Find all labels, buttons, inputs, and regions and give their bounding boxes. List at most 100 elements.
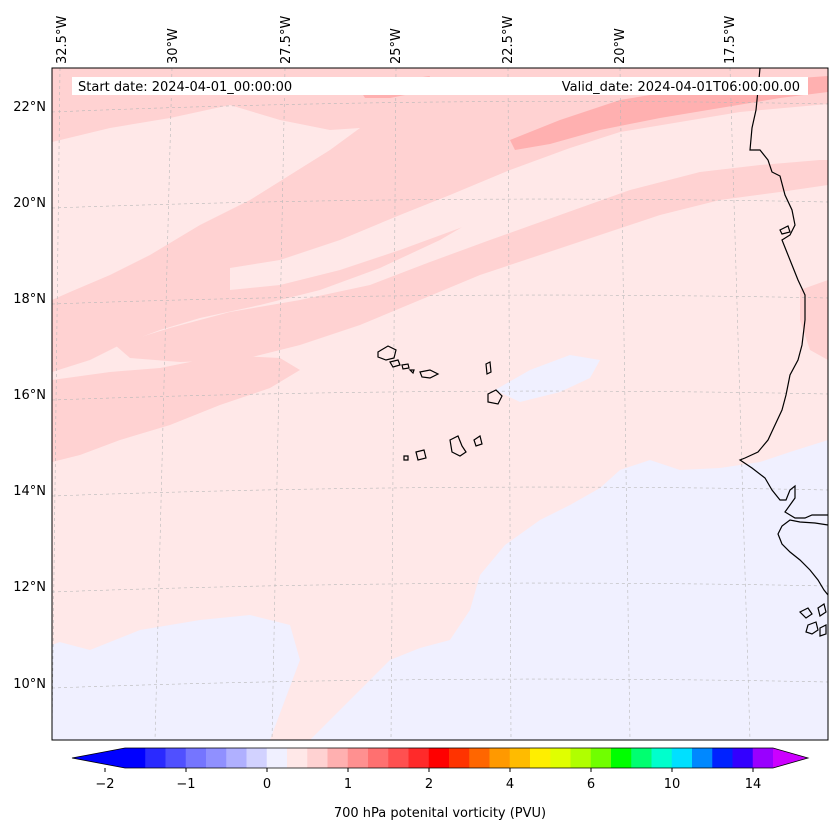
colorbar-segment: [408, 748, 430, 768]
colorbar-segment: [449, 748, 470, 768]
pv-low-region: [740, 530, 828, 620]
graticule: [51, 67, 829, 741]
colorbar-tick-label: 10: [664, 777, 681, 792]
lat-label: 14°N: [13, 484, 46, 499]
lat-label: 18°N: [13, 292, 46, 307]
colorbar-segment: [489, 748, 511, 768]
colorbar-segment: [570, 748, 592, 768]
colorbar-segment: [347, 748, 369, 768]
pv-band-light: [52, 105, 360, 300]
lat-label: 10°N: [13, 677, 46, 692]
lon-label: 22.5°W: [501, 16, 516, 64]
colorbar-segment: [590, 748, 612, 768]
africa-coast-south: [777, 519, 829, 596]
lat-labels: 22°N 20°N 18°N 16°N 14°N 12°N 10°N: [13, 100, 46, 692]
colorbar-tick-label: 4: [506, 777, 514, 792]
island: [419, 369, 440, 379]
island: [449, 435, 467, 457]
island: [403, 455, 409, 461]
colorbar-segment: [307, 748, 328, 768]
map-frame: [51, 67, 829, 741]
pv-band: [52, 356, 300, 462]
lon-label: 17.5°W: [723, 16, 738, 64]
lat-label: 22°N: [13, 100, 46, 115]
island: [487, 389, 503, 405]
colorbar-segment: [368, 748, 389, 768]
colorbar-tick-labels: −2 −1 0 1 2 4 6 10 14: [95, 777, 761, 792]
colorbar-tick-label: −1: [176, 777, 195, 792]
colorbar-label: 700 hPa potenital vorticity (PVU): [333, 806, 547, 821]
coast-detail: [798, 607, 813, 619]
lat-label: 20°N: [13, 196, 46, 211]
colorbar-under-arrow: [72, 748, 125, 768]
colorbar-segment: [145, 748, 166, 768]
coastline: [738, 67, 829, 637]
colorbar-segment: [388, 748, 409, 768]
colorbar-tick-label: 2: [425, 777, 433, 792]
pv-band: [800, 280, 828, 360]
colorbar-segment: [327, 748, 349, 768]
colorbar-tick-label: 14: [745, 777, 762, 792]
pv-low-region: [310, 440, 828, 740]
colorbar-segment: [226, 748, 247, 768]
coast-detail: [819, 624, 827, 637]
colorbar-segment: [651, 748, 673, 768]
start-date: Start date: 2024-04-01_00:00:00: [78, 80, 292, 95]
lon-label: 30°W: [166, 28, 181, 64]
cape-verde-islands: [377, 345, 503, 461]
island: [377, 345, 397, 361]
valid-date: Valid_date: 2024-04-01T06:00:00.00: [562, 80, 800, 95]
colorbar-segment: [246, 748, 268, 768]
africa-coast: [738, 67, 828, 519]
colorbar-over-arrow: [773, 748, 808, 768]
island: [415, 449, 427, 461]
pv-low-region: [495, 355, 600, 402]
island: [408, 369, 415, 375]
header-box: [72, 77, 808, 95]
colorbar-segment: [428, 748, 450, 768]
colorbar-segment: [611, 748, 632, 768]
colorbar-ticks: [104, 768, 754, 772]
colorbar-segment: [752, 748, 774, 768]
lon-labels: 32.5°W 30°W 27.5°W 25°W 22.5°W 20°W 17.5…: [55, 16, 738, 64]
colorbar-segment: [469, 748, 490, 768]
colorbar-tick-label: 6: [587, 777, 595, 792]
colorbar-segment: [631, 748, 652, 768]
pv-band-light: [230, 104, 828, 290]
colorbar-segment: [165, 748, 187, 768]
colorbar-segment: [509, 748, 531, 768]
island: [401, 363, 410, 370]
pv-low-region: [52, 615, 300, 740]
lon-label: 20°W: [613, 28, 628, 64]
pv-band-light: [52, 560, 75, 645]
pv-band: [52, 300, 90, 335]
pv-field: [52, 68, 828, 740]
colorbar-segment: [712, 748, 733, 768]
colorbar-segment: [185, 748, 207, 768]
colorbar-segment: [530, 748, 551, 768]
island: [473, 435, 483, 447]
colorbar-segment: [266, 748, 288, 768]
lon-label: 27.5°W: [279, 16, 294, 64]
pv-band: [115, 160, 828, 362]
colorbar-segment: [125, 748, 146, 768]
colorbar-outline: [71, 747, 810, 769]
colorbar-segment: [732, 748, 754, 768]
coast-detail: [817, 603, 827, 617]
island: [389, 359, 401, 368]
island: [485, 361, 492, 375]
coast-detail: [779, 225, 791, 235]
lat-label: 16°N: [13, 388, 46, 403]
colorbar-segment: [287, 748, 308, 768]
colorbar-segment: [550, 748, 571, 768]
lon-label: 25°W: [389, 28, 404, 64]
colorbar: −2 −1 0 1 2 4 6 10 14: [71, 747, 810, 792]
colorbar-tick-label: 1: [344, 777, 352, 792]
lat-label: 12°N: [13, 580, 46, 595]
lon-label: 32.5°W: [55, 16, 70, 64]
colorbar-tick-label: 0: [263, 777, 271, 792]
coast-detail: [805, 621, 819, 635]
colorbar-segment: [671, 748, 693, 768]
colorbar-tick-label: −2: [95, 777, 114, 792]
colorbar-segment: [692, 748, 713, 768]
